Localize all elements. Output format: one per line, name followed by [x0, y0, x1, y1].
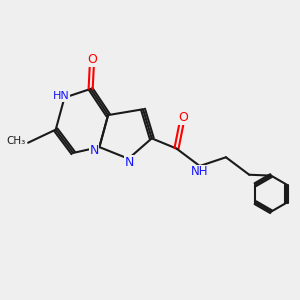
Text: N: N	[124, 156, 134, 169]
Text: N: N	[89, 144, 99, 157]
Text: O: O	[178, 112, 188, 124]
Text: CH₃: CH₃	[6, 136, 25, 146]
Text: NH: NH	[190, 165, 208, 178]
Text: HN: HN	[53, 91, 70, 101]
Text: O: O	[88, 53, 98, 66]
